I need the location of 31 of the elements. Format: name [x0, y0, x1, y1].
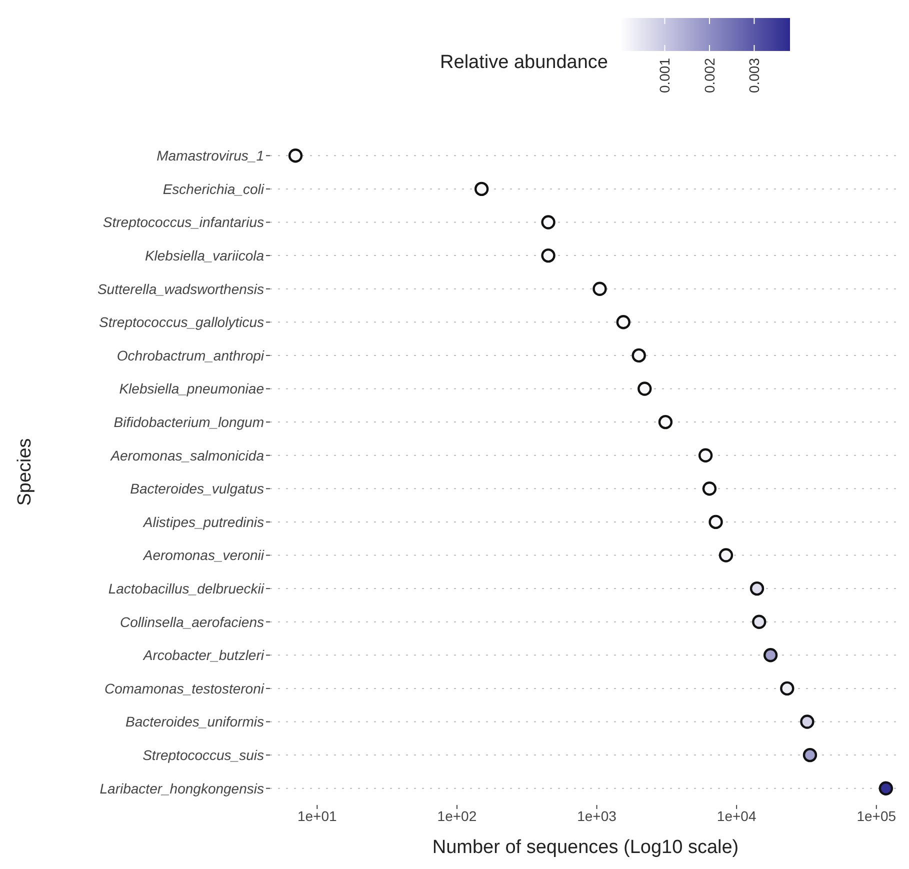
x-tick-label: 1e+01	[297, 808, 338, 824]
y-tick-label: Laribacter_hongkongensis	[100, 780, 264, 796]
color-bar-title: Relative abundance	[439, 52, 608, 74]
color-bar-label: 0.002	[701, 58, 718, 94]
x-tick-label: 1e+04	[716, 808, 756, 824]
y-tick-label: Alistipes_putredinis	[142, 514, 264, 530]
y-tick-label: Comamonas_testosteroni	[104, 680, 265, 696]
color-bar-label: 0.001	[656, 58, 673, 94]
y-tick-label: Lactobacillus_delbrueckii	[108, 580, 265, 597]
y-tick-label: Streptococcus_suis	[142, 747, 264, 764]
y-tick-label: Collinsella_aerofaciens	[120, 614, 264, 630]
y-tick-label: Aeromonas_salmonicida	[110, 447, 264, 464]
x-axis-title: Number of sequences (Log10 scale)	[432, 837, 739, 858]
y-tick-label: Ochrobactrum_anthropi	[116, 347, 265, 364]
y-tick-label: Mamastrovirus_1	[156, 148, 264, 164]
x-tick-label: 1e+02	[437, 808, 477, 824]
y-tick-label: Klebsiella_pneumoniae	[119, 380, 264, 397]
y-tick-label: Bacteroides_vulgatus	[130, 480, 264, 497]
color-bar-label: 0.003	[746, 58, 762, 94]
y-tick-label: Klebsiella_variicola	[144, 248, 264, 264]
y-tick-label: Streptococcus_infantarius	[102, 214, 264, 230]
x-tick-label: 1e+05	[856, 808, 896, 824]
x-tick-label: 1e+03	[577, 808, 617, 824]
y-tick-label: Arcobacter_butzleri	[142, 647, 265, 664]
y-tick-label: Bacteroides_uniformis	[125, 714, 264, 730]
y-tick-label: Bifidobacterium_longum	[114, 414, 264, 430]
y-tick-label: Sutterella_wadsworthensis	[97, 280, 264, 297]
y-axis-title: Species	[14, 438, 36, 506]
y-tick-label: Escherichia_coli	[162, 180, 265, 197]
y-tick-label: Aeromonas_veronii	[142, 547, 265, 564]
y-tick-label: Streptococcus_gallolyticus	[99, 314, 264, 330]
